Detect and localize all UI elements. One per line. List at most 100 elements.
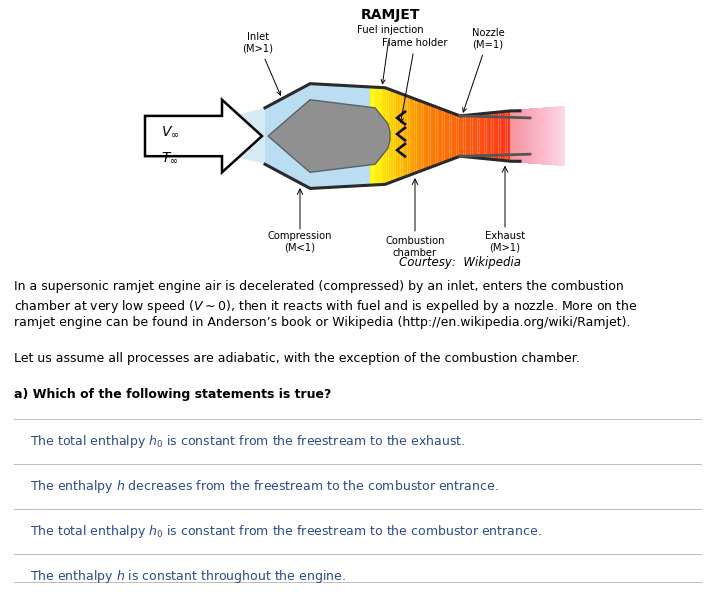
Polygon shape	[480, 114, 482, 158]
Polygon shape	[200, 108, 265, 164]
Polygon shape	[414, 99, 417, 173]
Polygon shape	[561, 106, 562, 166]
Polygon shape	[449, 112, 452, 160]
Text: Inlet
(M>1): Inlet (M>1)	[242, 32, 281, 95]
Polygon shape	[513, 109, 515, 163]
Polygon shape	[417, 100, 419, 172]
Polygon shape	[496, 112, 498, 160]
Text: Let us assume all processes are adiabatic, with the exception of the combustion : Let us assume all processes are adiabati…	[14, 352, 580, 365]
Text: RAMJET: RAMJET	[360, 8, 420, 22]
Polygon shape	[410, 97, 412, 175]
Polygon shape	[512, 109, 513, 163]
Polygon shape	[395, 110, 407, 126]
Polygon shape	[412, 98, 414, 174]
Polygon shape	[370, 87, 373, 185]
Polygon shape	[562, 106, 563, 166]
Polygon shape	[373, 87, 375, 185]
Polygon shape	[456, 114, 458, 158]
Text: Courtesy:  Wikipedia: Courtesy: Wikipedia	[399, 255, 521, 269]
Polygon shape	[403, 94, 405, 178]
Polygon shape	[463, 115, 465, 157]
Polygon shape	[547, 107, 548, 165]
Polygon shape	[559, 106, 561, 166]
Text: The enthalpy $h$ is constant throughout the engine.: The enthalpy $h$ is constant throughout …	[30, 568, 346, 585]
Text: chamber at very low speed ($V \sim 0$), then it reacts with fuel and is expelled: chamber at very low speed ($V \sim 0$), …	[14, 298, 638, 315]
Text: $V_{\infty}$: $V_{\infty}$	[161, 125, 179, 139]
Polygon shape	[517, 109, 518, 163]
Text: a) Which of the following statements is true?: a) Which of the following statements is …	[14, 388, 331, 401]
Polygon shape	[473, 114, 475, 158]
Polygon shape	[458, 115, 461, 157]
Polygon shape	[546, 107, 547, 165]
Polygon shape	[395, 91, 398, 181]
Polygon shape	[268, 100, 390, 172]
Polygon shape	[516, 109, 517, 163]
Polygon shape	[527, 109, 528, 163]
Polygon shape	[508, 111, 510, 161]
Polygon shape	[377, 87, 380, 185]
Polygon shape	[531, 108, 533, 164]
Polygon shape	[487, 113, 489, 159]
Polygon shape	[529, 108, 531, 164]
Text: Exhaust
(M>1): Exhaust (M>1)	[485, 231, 525, 253]
Polygon shape	[384, 88, 386, 184]
Polygon shape	[537, 108, 538, 164]
Polygon shape	[548, 107, 549, 165]
Text: ramjet engine can be found in Anderson’s book or Wikipedia (http://en.wikipedia.: ramjet engine can be found in Anderson’s…	[14, 316, 631, 329]
Polygon shape	[564, 106, 565, 166]
Polygon shape	[521, 109, 523, 163]
Polygon shape	[520, 109, 521, 163]
Polygon shape	[536, 108, 537, 164]
Polygon shape	[445, 110, 447, 162]
Text: Nozzle
(M=1): Nozzle (M=1)	[463, 28, 504, 112]
Polygon shape	[498, 112, 500, 160]
Polygon shape	[391, 90, 393, 182]
Polygon shape	[424, 102, 426, 170]
Text: The total enthalpy $h_0$ is constant from the freestream to the combustor entran: The total enthalpy $h_0$ is constant fro…	[30, 523, 542, 540]
Text: The total enthalpy $h_0$ is constant from the freestream to the exhaust.: The total enthalpy $h_0$ is constant fro…	[30, 433, 465, 450]
Polygon shape	[535, 108, 536, 164]
Polygon shape	[461, 115, 463, 157]
Polygon shape	[491, 112, 493, 160]
Polygon shape	[484, 113, 487, 159]
Polygon shape	[555, 106, 556, 166]
Polygon shape	[452, 113, 454, 159]
Text: Compression
(M<1): Compression (M<1)	[267, 231, 332, 253]
Polygon shape	[545, 107, 546, 165]
Polygon shape	[398, 93, 400, 179]
Polygon shape	[482, 114, 484, 158]
Polygon shape	[523, 109, 525, 163]
Polygon shape	[408, 96, 410, 176]
Polygon shape	[447, 111, 449, 161]
Polygon shape	[395, 126, 407, 142]
Polygon shape	[515, 109, 516, 163]
Polygon shape	[145, 100, 262, 172]
Polygon shape	[528, 108, 529, 164]
Polygon shape	[558, 106, 559, 166]
Polygon shape	[419, 100, 421, 172]
Polygon shape	[375, 87, 377, 185]
Polygon shape	[465, 115, 468, 157]
Polygon shape	[430, 105, 433, 167]
Polygon shape	[421, 101, 424, 171]
Polygon shape	[557, 106, 558, 166]
Text: The enthalpy $h$ decreases from the freestream to the combustor entrance.: The enthalpy $h$ decreases from the free…	[30, 478, 498, 495]
Polygon shape	[393, 91, 395, 181]
Polygon shape	[389, 89, 391, 183]
Polygon shape	[563, 106, 564, 166]
Polygon shape	[538, 108, 539, 164]
Text: Fuel injection: Fuel injection	[357, 25, 423, 84]
Polygon shape	[382, 87, 384, 185]
Text: Flame holder: Flame holder	[383, 38, 448, 122]
Polygon shape	[395, 142, 407, 158]
Polygon shape	[468, 115, 470, 157]
Polygon shape	[489, 113, 491, 159]
Polygon shape	[454, 114, 456, 158]
Polygon shape	[500, 112, 503, 160]
Polygon shape	[433, 106, 435, 166]
Polygon shape	[428, 104, 430, 168]
Polygon shape	[475, 114, 478, 158]
Polygon shape	[539, 108, 541, 164]
Polygon shape	[511, 110, 512, 162]
Polygon shape	[526, 109, 527, 163]
